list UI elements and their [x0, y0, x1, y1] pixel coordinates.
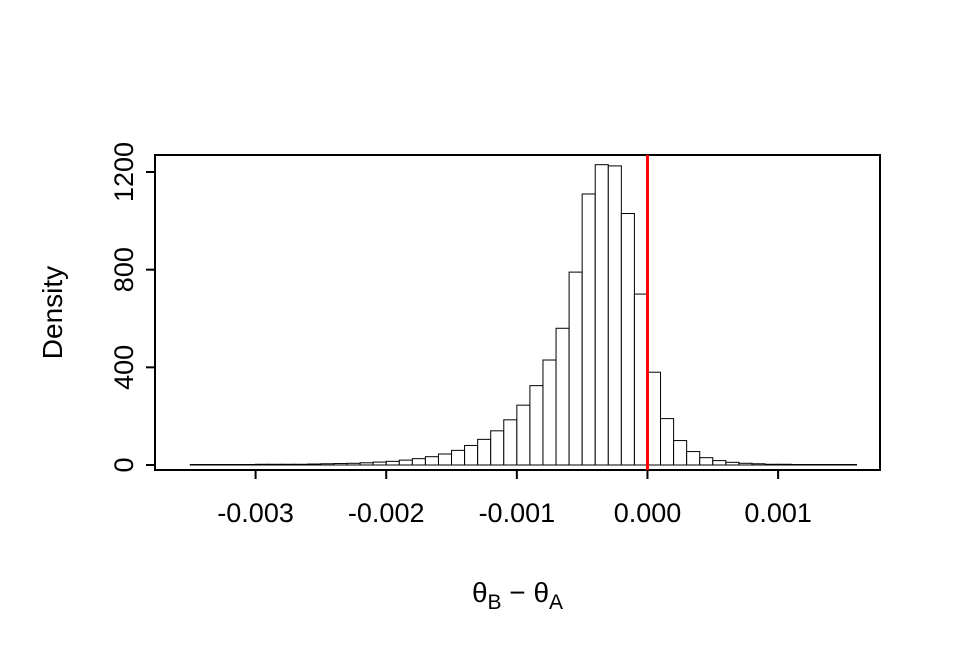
- histogram-bar: [372, 461, 387, 466]
- histogram-bar: [607, 165, 622, 466]
- histogram-bar: [620, 213, 635, 466]
- histogram-bar: [294, 463, 309, 466]
- histogram-bar: [255, 463, 270, 466]
- histogram-bar: [411, 458, 426, 466]
- x-axis-title: θB − θA: [472, 577, 563, 614]
- histogram-bar: [281, 463, 296, 466]
- histogram-bar: [320, 463, 335, 466]
- histogram-bar: [568, 271, 583, 466]
- histogram-bar: [424, 456, 439, 466]
- histogram-bar: [777, 463, 792, 466]
- histogram-bar: [398, 459, 413, 466]
- y-tick-label: 1200: [109, 142, 139, 202]
- y-tick-label: 400: [109, 345, 139, 390]
- histogram-bar: [738, 462, 753, 466]
- y-axis-title: Density: [37, 266, 68, 359]
- histogram-bar: [686, 451, 701, 466]
- histogram-bar: [490, 430, 505, 466]
- histogram-bar: [660, 418, 675, 466]
- histogram-bar: [725, 461, 740, 466]
- x-tick-label: -0.001: [479, 498, 556, 528]
- histogram-bars: [189, 164, 857, 466]
- histogram-bar: [516, 404, 531, 466]
- histogram-bar: [764, 463, 779, 466]
- y-axis: 0 400 800 1200: [109, 142, 155, 473]
- histogram-bar: [307, 463, 322, 466]
- histogram-bar: [451, 449, 466, 466]
- histogram-bar: [385, 460, 400, 466]
- y-tick-label: 800: [109, 247, 139, 292]
- histogram-bar: [464, 444, 479, 466]
- y-tick-label: 0: [109, 457, 139, 472]
- histogram-bar: [333, 463, 348, 466]
- x-tick-label: 0.001: [744, 498, 812, 528]
- histogram-bar: [529, 385, 544, 466]
- histogram-bar: [437, 453, 453, 466]
- histogram-bar: [268, 463, 283, 466]
- x-tick-label: 0.000: [614, 498, 682, 528]
- histogram-bar: [633, 293, 648, 466]
- histogram-bar: [673, 440, 688, 466]
- histogram-bar: [503, 419, 518, 466]
- x-tick-label: -0.002: [348, 498, 425, 528]
- histogram-bar: [712, 460, 727, 466]
- histogram-bar: [646, 371, 662, 466]
- histogram-bar: [477, 438, 492, 466]
- histogram-bar: [581, 193, 596, 466]
- histogram-bar: [359, 462, 374, 466]
- histogram-bar: [346, 462, 361, 466]
- histogram-bar: [594, 164, 609, 466]
- histogram-bar: [542, 359, 557, 466]
- x-axis: -0.003 -0.002 -0.001 0.000 0.001: [217, 470, 812, 528]
- x-tick-label: -0.003: [217, 498, 294, 528]
- histogram-bar: [699, 457, 714, 466]
- histogram-bar: [751, 463, 766, 466]
- histogram-bar: [555, 327, 570, 466]
